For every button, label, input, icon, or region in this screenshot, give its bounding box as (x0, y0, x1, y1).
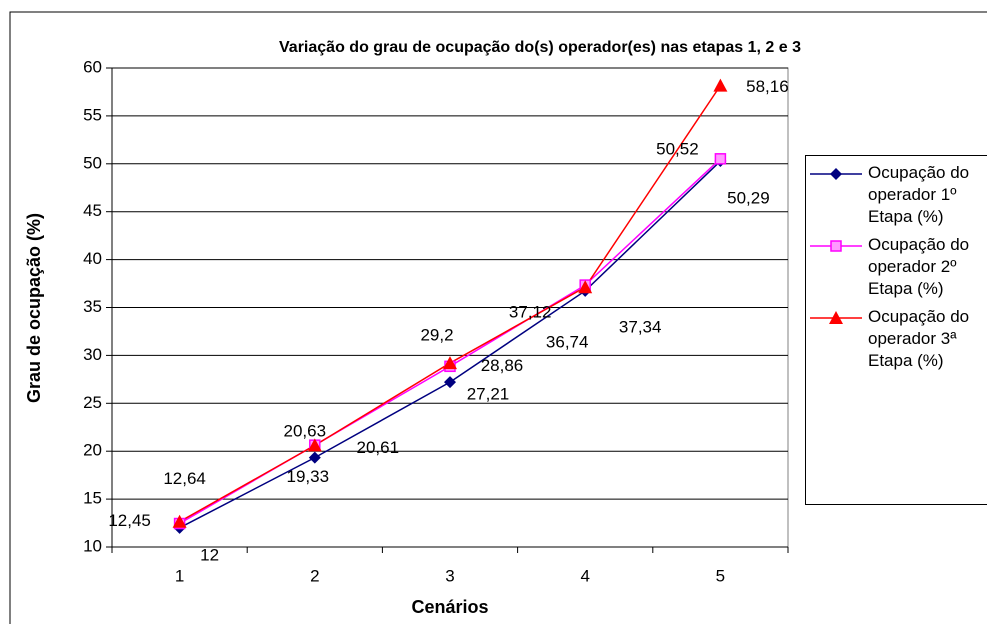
y-tick-label: 30 (83, 345, 102, 364)
data-label: 28,86 (481, 356, 524, 375)
data-label: 12 (200, 545, 219, 564)
legend: Ocupação do operador 1º Etapa (%) Ocupaçã… (805, 155, 987, 505)
data-label: 27,21 (467, 385, 510, 404)
y-tick-label: 40 (83, 249, 102, 268)
data-label: 58,16 (746, 77, 789, 96)
legend-symbol (810, 240, 862, 252)
legend-entry: Ocupação do operador 2º Etapa (%) (806, 234, 987, 300)
x-axis-label: Cenários (411, 597, 488, 617)
data-label: 37,34 (619, 318, 662, 337)
data-label: 12,45 (108, 511, 151, 530)
legend-symbol (810, 311, 862, 324)
data-label: 12,64 (163, 469, 206, 488)
y-axis-label: Grau de ocupação (%) (24, 213, 44, 403)
y-tick-label: 55 (83, 105, 102, 124)
y-tick-label: 35 (83, 297, 102, 316)
marker (714, 153, 727, 165)
legend-entry: Ocupação do operador 1º Etapa (%) (806, 162, 987, 228)
legend-label: Ocupação do operador 1º Etapa (%) (868, 163, 970, 226)
legend-label: Ocupação do operador 3ª Etapa (%) (868, 307, 970, 370)
x-tick-label: 5 (716, 566, 725, 585)
y-tick-label: 60 (83, 57, 102, 76)
data-label: 50,52 (656, 139, 699, 158)
chart-title: Variação do grau de ocupação do(s) opera… (279, 39, 801, 56)
x-tick-label: 4 (580, 566, 589, 585)
x-tick-label: 1 (175, 566, 184, 585)
y-tick-label: 15 (83, 489, 102, 508)
marker (830, 240, 842, 252)
data-label: 19,33 (287, 467, 330, 486)
data-label: 20,63 (284, 422, 327, 441)
marker (578, 280, 593, 294)
data-label: 36,74 (546, 332, 589, 351)
data-label: 37,12 (509, 303, 552, 322)
x-tick-label: 3 (445, 566, 454, 585)
y-tick-label: 45 (83, 201, 102, 220)
legend-entry: Ocupação do operador 3ª Etapa (%) (806, 306, 987, 372)
legend-symbol (810, 168, 862, 180)
marker (308, 451, 321, 464)
marker (444, 376, 456, 389)
legend-label: Ocupação do operador 2º Etapa (%) (868, 235, 970, 298)
data-label: 20,61 (357, 438, 400, 457)
marker (830, 168, 842, 180)
marker (172, 514, 187, 528)
y-tick-label: 25 (83, 393, 102, 412)
marker (713, 78, 728, 92)
marker (307, 438, 322, 452)
y-tick-label: 50 (83, 153, 102, 172)
data-label: 50,29 (727, 189, 770, 208)
y-tick-label: 20 (83, 441, 102, 460)
y-tick-label: 10 (83, 536, 102, 555)
x-tick-label: 2 (310, 566, 319, 585)
data-label: 29,2 (420, 326, 453, 345)
marker (443, 356, 457, 370)
marker (829, 311, 843, 324)
